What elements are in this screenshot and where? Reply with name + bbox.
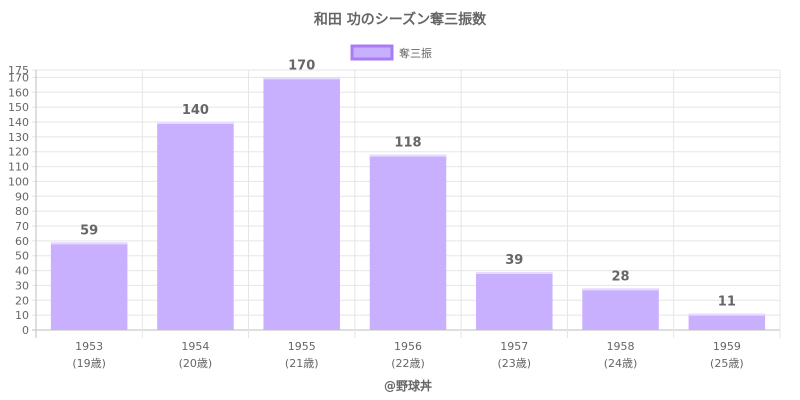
y-tick-label: 20 [15, 294, 29, 307]
y-tick-label: 120 [8, 146, 29, 159]
y-tick-label: 40 [15, 265, 29, 278]
x-tick-sublabel: (25歳) [710, 357, 744, 370]
y-tick-label: 150 [8, 101, 29, 114]
x-tick-label: 1955 [288, 340, 316, 353]
y-tick-label: 70 [15, 220, 29, 233]
legend-swatch [350, 44, 394, 61]
data-label: 170 [288, 58, 315, 73]
data-label: 28 [612, 269, 630, 284]
x-tick-sublabel: (20歳) [179, 357, 213, 370]
bars [50, 77, 766, 330]
legend[interactable]: 奪三振 [350, 44, 432, 61]
x-tick-sublabel: (19歳) [72, 357, 106, 370]
y-tick-label: 0 [22, 324, 29, 337]
chart-title: 和田 功のシーズン奪三振数 [314, 11, 487, 28]
y-tick-label: 50 [15, 250, 29, 263]
bar-1955[interactable] [263, 77, 340, 330]
x-tick-label: 1954 [181, 340, 209, 353]
y-tick-label: 140 [8, 116, 29, 129]
x-tick-label: 1958 [607, 340, 635, 353]
x-tick-sublabel: (21歳) [285, 357, 319, 370]
y-tick-label: 100 [8, 175, 29, 188]
x-tick-label: 1957 [500, 340, 528, 353]
credit-text: @野球丼 [384, 378, 432, 393]
data-label: 11 [718, 295, 736, 310]
y-tick-label: 160 [8, 86, 29, 99]
bar-1959[interactable] [688, 313, 766, 330]
x-tick-label: 1953 [75, 340, 103, 353]
x-axis-ticks: 1953 (19歳) 1954 (20歳) 1955 (21歳) 1956 (22歳) 1957… [72, 340, 743, 370]
x-tick-sublabel: (22歳) [391, 357, 425, 370]
x-tick-label: 1956 [394, 340, 422, 353]
y-tick-label: 60 [15, 235, 29, 248]
bar-1954[interactable] [157, 122, 234, 330]
y-tick-label: 170 [8, 71, 29, 84]
bar-1953[interactable] [50, 242, 128, 330]
y-tick-label: 30 [15, 279, 29, 292]
gridlines [32, 69, 781, 338]
x-tick-sublabel: (23歳) [497, 357, 531, 370]
y-tick-label: 80 [15, 205, 29, 218]
legend-label: 奪三振 [399, 46, 432, 60]
data-label: 140 [182, 103, 209, 118]
bar-1958[interactable] [582, 288, 659, 330]
data-label: 39 [505, 253, 523, 268]
bar-1956[interactable] [369, 154, 447, 330]
y-tick-label: 10 [15, 309, 29, 322]
data-label: 118 [394, 136, 421, 151]
y-tick-label: 110 [8, 161, 29, 174]
x-tick-sublabel: (24歳) [604, 357, 638, 370]
y-tick-label: 130 [8, 131, 29, 144]
x-tick-label: 1959 [713, 340, 741, 353]
y-tick-label: 175 [8, 64, 29, 77]
y-tick-label: 90 [15, 190, 29, 203]
bar-1957[interactable] [476, 272, 553, 330]
data-labels: 59 140 170 118 39 28 11 [80, 58, 736, 309]
data-label: 59 [80, 223, 98, 238]
